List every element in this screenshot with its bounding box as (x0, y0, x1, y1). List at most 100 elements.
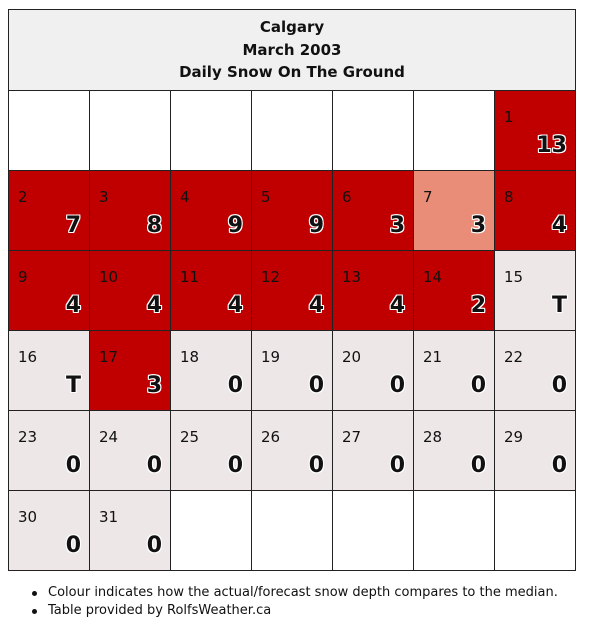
day-number: 21 (423, 348, 443, 366)
day-number: 2 (18, 188, 28, 206)
day-cell: 19 0 (251, 330, 333, 411)
snow-depth-value: 0 (65, 453, 81, 478)
notes-list: Colour indicates how the actual/forecast… (29, 584, 558, 620)
day-number: 4 (180, 188, 190, 206)
day-cell: 18 0 (170, 330, 252, 411)
day-cell: 15 T (494, 250, 576, 331)
day-cell: 20 0 (332, 330, 414, 411)
calendar-subtitle: Daily Snow On The Ground (179, 63, 405, 82)
snow-depth-value: 4 (65, 293, 81, 318)
day-cell: 13 4 (332, 250, 414, 331)
day-number: 25 (180, 428, 200, 446)
city-title: Calgary (259, 18, 325, 37)
snow-depth-value: 3 (146, 373, 162, 398)
snow-depth-value: 7 (65, 213, 81, 238)
snow-depth-value: 3 (470, 213, 486, 238)
calendar-week-row: 16 T 17 3 18 0 19 0 20 0 21 0 22 0 (8, 330, 576, 411)
day-cell: 28 0 (413, 410, 495, 491)
day-number: 18 (180, 348, 200, 366)
snow-calendar: Calgary March 2003 Daily Snow On The Gro… (8, 9, 576, 571)
day-number: 24 (99, 428, 119, 446)
snow-depth-value: 2 (470, 293, 486, 318)
empty-day-cell (251, 490, 333, 571)
empty-day-cell (332, 90, 414, 171)
day-cell: 23 0 (8, 410, 90, 491)
day-number: 27 (342, 428, 362, 446)
day-number: 28 (423, 428, 443, 446)
snow-depth-value: 4 (146, 293, 162, 318)
snow-depth-value: 0 (470, 453, 486, 478)
snow-depth-value: 4 (227, 293, 243, 318)
day-cell: 17 3 (89, 330, 171, 411)
snow-depth-value: 0 (146, 533, 162, 558)
day-number: 11 (180, 268, 200, 286)
day-cell: 27 0 (332, 410, 414, 491)
month-title: March 2003 (242, 40, 342, 59)
day-cell: 1 13 (494, 90, 576, 171)
day-number: 5 (261, 188, 271, 206)
day-number: 13 (342, 268, 362, 286)
snow-depth-value: 0 (551, 373, 567, 398)
snow-depth-value: 0 (470, 373, 486, 398)
day-cell: 25 0 (170, 410, 252, 491)
day-cell: 24 0 (89, 410, 171, 491)
snow-depth-value: 4 (389, 293, 405, 318)
day-cell: 16 T (8, 330, 90, 411)
day-number: 26 (261, 428, 281, 446)
day-cell: 29 0 (494, 410, 576, 491)
day-number: 9 (18, 268, 28, 286)
empty-day-cell (332, 490, 414, 571)
empty-day-cell (413, 490, 495, 571)
day-number: 8 (504, 188, 514, 206)
snow-depth-value: 0 (227, 373, 243, 398)
snow-depth-value: 3 (389, 213, 405, 238)
day-cell: 30 0 (8, 490, 90, 571)
snow-depth-value: 0 (389, 373, 405, 398)
day-number: 29 (504, 428, 524, 446)
snow-depth-value: 9 (227, 213, 243, 238)
calendar-week-row: 9 4 10 4 11 4 12 4 13 4 14 2 15 T (8, 250, 576, 331)
note-attribution: Table provided by RolfsWeather.ca (29, 602, 558, 620)
day-cell: 26 0 (251, 410, 333, 491)
calendar-week-row: 1 13 (8, 90, 576, 171)
day-number: 14 (423, 268, 443, 286)
snow-depth-value: 0 (551, 453, 567, 478)
day-number: 17 (99, 348, 119, 366)
day-cell: 14 2 (413, 250, 495, 331)
day-number: 1 (504, 108, 514, 126)
empty-day-cell (170, 490, 252, 571)
snow-depth-value: 0 (389, 453, 405, 478)
day-number: 16 (18, 348, 38, 366)
empty-day-cell (494, 490, 576, 571)
empty-day-cell (8, 90, 90, 171)
empty-day-cell (170, 90, 252, 171)
day-cell: 12 4 (251, 250, 333, 331)
snow-depth-value: 4 (551, 213, 567, 238)
day-number: 20 (342, 348, 362, 366)
empty-day-cell (251, 90, 333, 171)
calendar-header: Calgary March 2003 Daily Snow On The Gro… (8, 9, 576, 91)
empty-day-cell (89, 90, 171, 171)
day-cell: 22 0 (494, 330, 576, 411)
day-cell: 21 0 (413, 330, 495, 411)
day-number: 23 (18, 428, 38, 446)
snow-depth-value: 0 (65, 533, 81, 558)
day-number: 30 (18, 508, 38, 526)
day-number: 22 (504, 348, 524, 366)
day-number: 15 (504, 268, 524, 286)
snow-depth-value: T (551, 293, 567, 318)
calendar-week-row: 30 0 31 0 (8, 490, 576, 571)
calendar-weeks: 1 13 2 7 3 8 4 9 5 9 6 3 7 3 8 4 9 4 10 4 11 4 12 4 13 4 14 2 15 T 16 T… (8, 90, 576, 571)
snow-depth-value: 0 (227, 453, 243, 478)
snow-depth-value: 0 (146, 453, 162, 478)
day-number: 12 (261, 268, 281, 286)
